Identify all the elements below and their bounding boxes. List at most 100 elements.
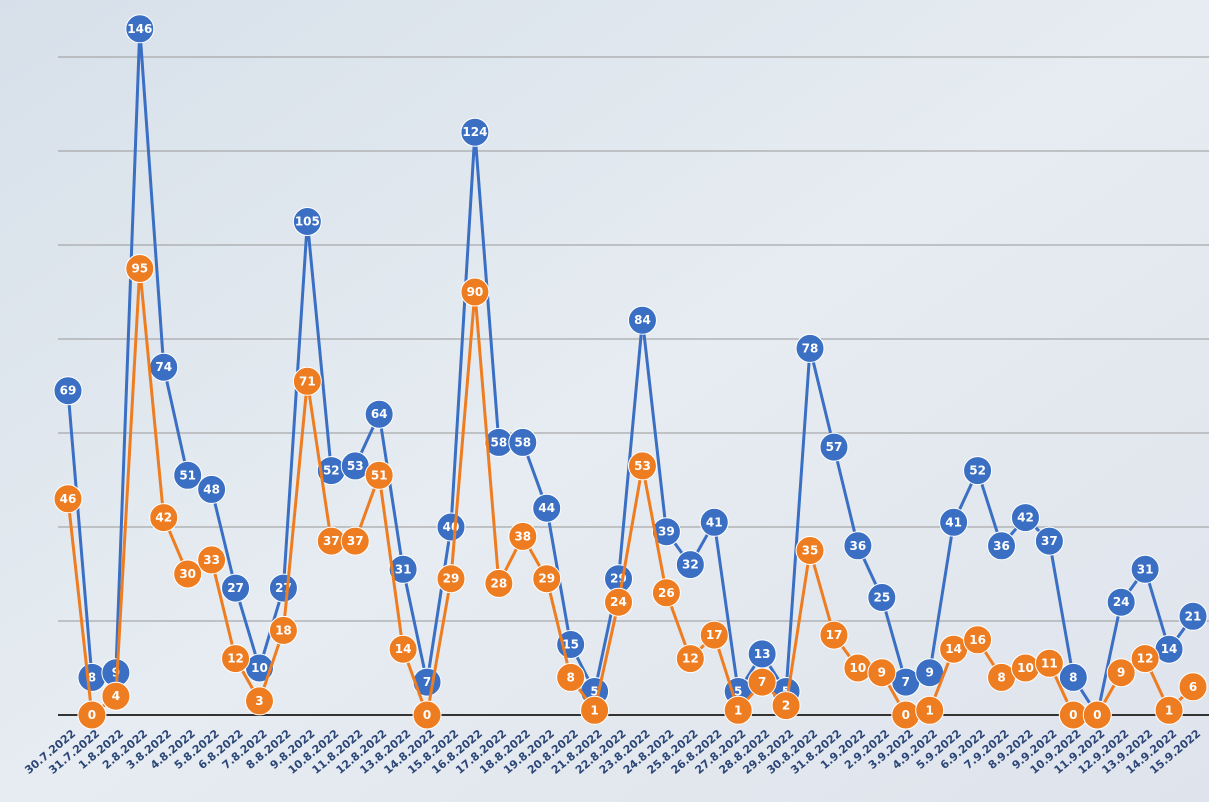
data-label: 8	[88, 670, 96, 684]
point	[604, 587, 634, 617]
point	[843, 531, 873, 561]
data-label: 7	[423, 675, 431, 689]
point	[412, 700, 442, 730]
data-label: 42	[155, 511, 172, 525]
data-label: 5	[734, 685, 742, 699]
data-label: 1	[926, 703, 934, 717]
data-label: 39	[658, 525, 675, 539]
point	[699, 620, 729, 650]
data-label: 8	[1069, 670, 1077, 684]
data-label: 0	[902, 708, 910, 722]
data-label: 0	[88, 708, 96, 722]
point	[125, 14, 155, 44]
data-label: 74	[155, 360, 172, 374]
data-label: 53	[347, 459, 364, 473]
data-label: 1	[734, 703, 742, 717]
data-label: 51	[179, 468, 196, 482]
point	[699, 507, 729, 537]
data-label: 14	[945, 642, 962, 656]
data-label: 64	[371, 407, 388, 421]
data-label: 9	[1117, 666, 1125, 680]
data-label: 17	[826, 628, 843, 642]
point	[795, 333, 825, 363]
data-label: 8	[566, 670, 574, 684]
data-label: 38	[514, 529, 531, 543]
point	[651, 517, 681, 547]
data-label: 2	[782, 699, 790, 713]
data-label: 41	[706, 515, 723, 529]
point	[1010, 503, 1040, 533]
data-label: 13	[754, 647, 771, 661]
data-label: 8	[997, 670, 1005, 684]
data-label: 84	[634, 313, 651, 327]
point	[460, 117, 490, 147]
data-label: 37	[347, 534, 364, 548]
point	[627, 305, 657, 335]
data-label: 58	[514, 435, 531, 449]
data-label: 1	[1165, 703, 1173, 717]
point	[173, 559, 203, 589]
point	[244, 686, 274, 716]
point	[627, 451, 657, 481]
data-label: 78	[802, 341, 819, 355]
point	[77, 700, 107, 730]
data-label: 14	[1161, 642, 1178, 656]
point	[1178, 672, 1208, 702]
data-label: 33	[203, 553, 220, 567]
point	[197, 474, 227, 504]
point	[101, 681, 131, 711]
data-label: 12	[227, 652, 244, 666]
point	[364, 460, 394, 490]
point	[532, 564, 562, 594]
data-label: 57	[826, 440, 843, 454]
data-label: 30	[179, 567, 196, 581]
point	[532, 493, 562, 523]
data-label: 10	[251, 661, 268, 675]
point	[268, 615, 298, 645]
data-label: 17	[706, 628, 723, 642]
data-label: 21	[1185, 609, 1202, 623]
point	[53, 376, 83, 406]
data-label: 15	[562, 638, 579, 652]
data-label: 28	[490, 576, 507, 590]
point	[1034, 526, 1064, 556]
point	[292, 366, 322, 396]
point	[125, 254, 155, 283]
point	[1034, 648, 1064, 678]
point	[173, 460, 203, 490]
data-label: 105	[295, 215, 320, 229]
data-label: 42	[1017, 511, 1034, 525]
data-label: 37	[323, 534, 340, 548]
data-label: 3	[255, 694, 263, 708]
data-label: 37	[1041, 534, 1058, 548]
data-label: 46	[60, 492, 77, 506]
point	[1082, 700, 1112, 730]
point	[819, 620, 849, 650]
data-label: 0	[1093, 708, 1101, 722]
point	[987, 531, 1017, 561]
data-label: 24	[610, 595, 627, 609]
point	[915, 695, 945, 725]
point	[963, 625, 993, 655]
point	[460, 277, 490, 307]
data-label: 44	[538, 501, 555, 515]
data-label: 69	[60, 384, 77, 398]
point	[1106, 587, 1136, 617]
point	[867, 658, 897, 688]
data-label: 16	[969, 633, 986, 647]
point	[149, 503, 179, 533]
data-label: 18	[275, 623, 292, 637]
point	[221, 644, 251, 674]
point	[723, 695, 753, 725]
data-label: 31	[1137, 562, 1154, 576]
point	[221, 573, 251, 603]
point	[436, 564, 466, 594]
point	[1106, 658, 1136, 688]
data-label: 36	[993, 539, 1010, 553]
data-label: 53	[634, 459, 651, 473]
data-label: 0	[423, 708, 431, 722]
data-label: 7	[902, 675, 910, 689]
point	[675, 550, 705, 580]
data-label: 1	[590, 703, 598, 717]
